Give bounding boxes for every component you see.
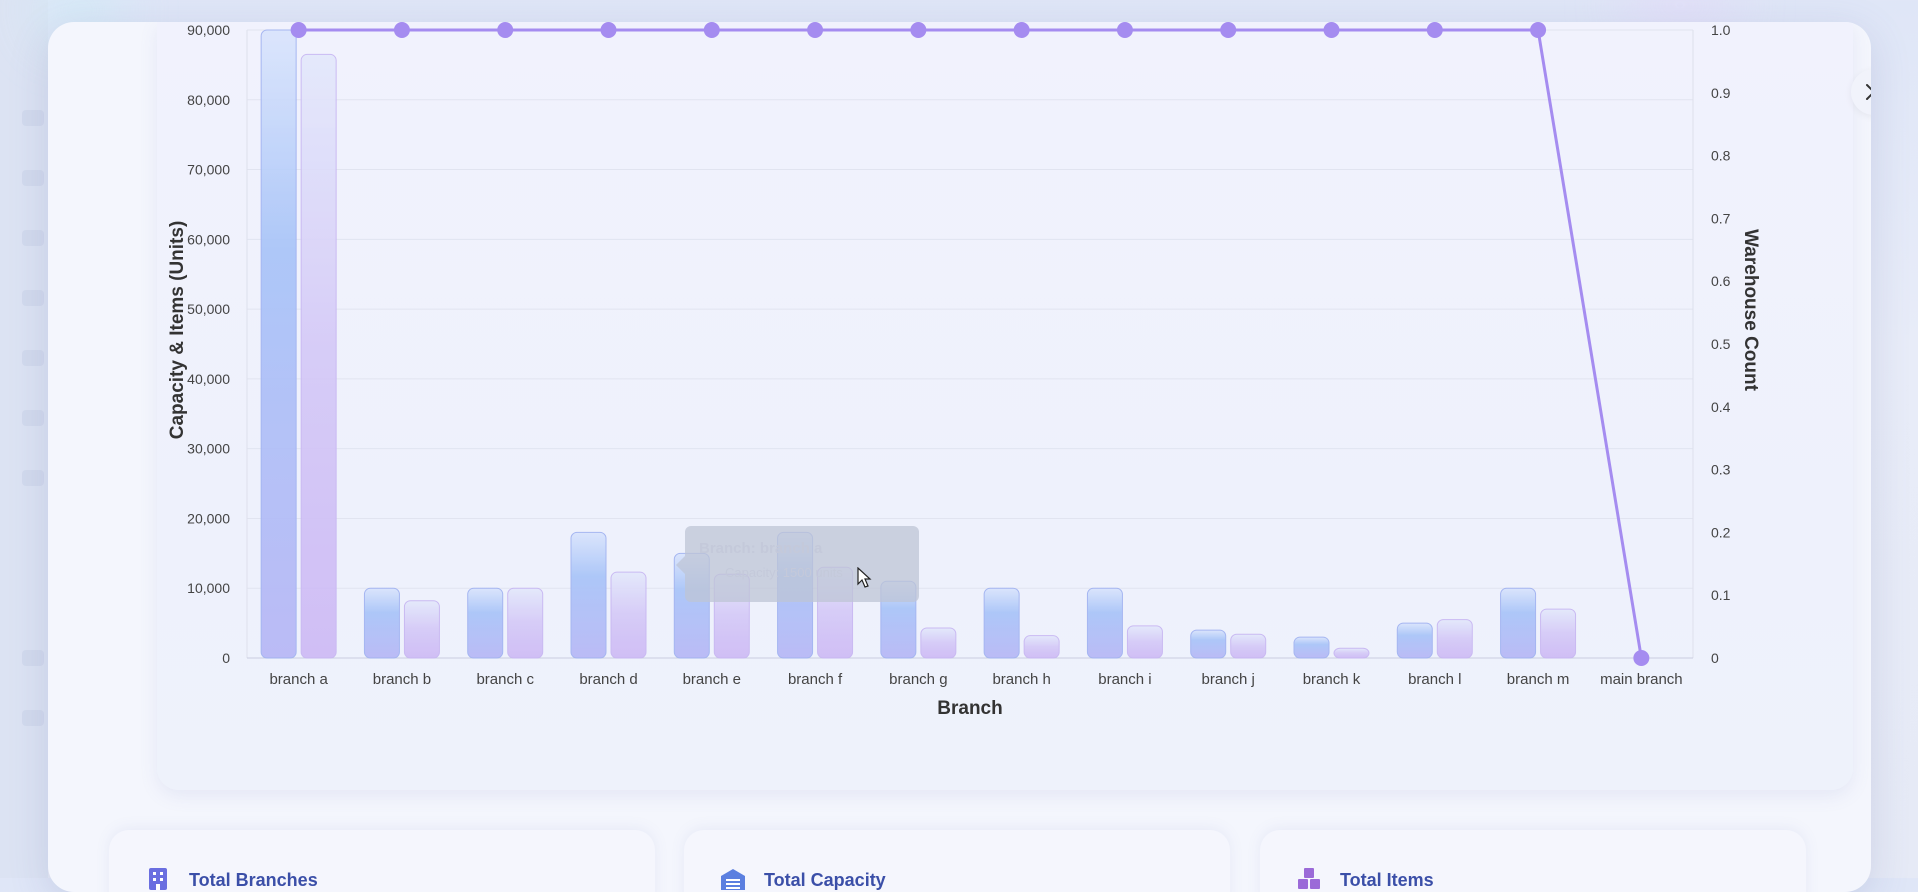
x-axis-title: Branch: [937, 698, 1002, 719]
bar-items: [507, 587, 544, 659]
warehouse-count-point: [1220, 22, 1237, 38]
warehouse-count-point: [1013, 22, 1030, 38]
chart-card: 0 10,000 20,000 30,000 40,000 50,000 60,000 70,…: [157, 22, 1853, 790]
warehouse-count-point: [1116, 22, 1133, 38]
y2-tick-label: 0.6: [1711, 273, 1731, 289]
bar-capacity: [1086, 587, 1123, 659]
warehouse-icon: [721, 869, 745, 890]
tooltip-arrow: [676, 556, 685, 574]
y2-axis-title: Warehouse Count: [1740, 229, 1761, 392]
y2-tick-label: 0.4: [1711, 399, 1731, 415]
bar-items: [1023, 635, 1060, 659]
y2-tick-label: 0.7: [1711, 210, 1731, 226]
bar-capacity: [1293, 636, 1330, 659]
bar-items: [300, 53, 337, 659]
bar-items: [1436, 619, 1473, 659]
x-tick-label: branch m: [1507, 671, 1570, 688]
y2-tick-label: 0.9: [1711, 85, 1731, 101]
x-tick-label: branch a: [269, 671, 328, 688]
y-tick-label: 40,000: [187, 371, 230, 387]
y-tick-label: 30,000: [187, 441, 230, 457]
close-icon: [1866, 84, 1871, 100]
bar-items: [1333, 647, 1370, 659]
x-tick-label: branch g: [889, 671, 947, 688]
bar-capacity: [1500, 587, 1537, 659]
x-tick-label: branch k: [1303, 671, 1361, 688]
warehouse-count-point: [910, 22, 927, 38]
x-tick-label: branch j: [1202, 671, 1255, 688]
bar-capacity: [570, 531, 607, 659]
y-tick-label: 70,000: [187, 162, 230, 178]
warehouse-count-point: [1323, 22, 1340, 38]
branch-chart-dialog: 0 10,000 20,000 30,000 40,000 50,000 60,000 70,…: [48, 22, 1871, 892]
y2-tick-label: 0.8: [1711, 148, 1731, 164]
warehouse-count-point: [807, 22, 824, 38]
stat-label-total-items: Total Items: [1340, 870, 1434, 890]
background-sidebar: [0, 0, 48, 878]
y2-tick-label: 0.2: [1711, 524, 1731, 540]
bar-items: [1230, 633, 1267, 659]
x-tick-label: main branch: [1600, 671, 1683, 688]
bar-capacity: [1190, 629, 1227, 659]
y-tick-label: 10,000: [187, 580, 230, 596]
y2-tick-label: 0.1: [1711, 587, 1731, 603]
mouse-cursor-icon: [857, 567, 872, 588]
warehouse-count-point: [1633, 650, 1650, 666]
x-tick-label: branch b: [373, 671, 431, 688]
x-tick-label: branch c: [476, 671, 534, 688]
bar-items: [920, 627, 957, 659]
x-tick-label: branch h: [992, 671, 1050, 688]
bar-capacity: [467, 587, 504, 659]
y-tick-label: 20,000: [187, 510, 230, 526]
bar-capacity: [260, 29, 297, 659]
stat-label-total-branches: Total Branches: [189, 870, 318, 890]
x-tick-label: branch f: [788, 671, 843, 688]
close-button[interactable]: [1851, 69, 1871, 115]
tooltip-line: Capacity: 1500 units: [725, 565, 843, 580]
warehouse-count-point: [393, 22, 410, 38]
y2-tick-label: 0: [1711, 650, 1719, 666]
warehouse-count-line: [298, 28, 1643, 659]
branch-capacity-chart: 0 10,000 20,000 30,000 40,000 50,000 60,000 70,…: [167, 22, 1761, 719]
warehouse-count-point: [497, 22, 514, 38]
stat-card-total-capacity: Total Capacity: [684, 830, 1230, 892]
chart-tooltip: Branch: branch a Capacity: 1500 units: [685, 526, 919, 602]
y2-tick-label: 0.3: [1711, 462, 1731, 478]
tooltip-title: Branch: branch a: [699, 540, 823, 557]
stat-card-total-branches: Total Branches: [109, 830, 655, 892]
y-tick-label: 90,000: [187, 22, 230, 38]
stat-label-total-capacity: Total Capacity: [764, 870, 886, 890]
warehouse-count-point: [290, 22, 307, 38]
building-icon: [149, 868, 167, 890]
x-tick-label: branch i: [1098, 671, 1151, 688]
warehouse-count-point: [703, 22, 720, 38]
y2-tick-label: 1.0: [1711, 22, 1731, 38]
bar-capacity: [1396, 622, 1433, 659]
bar-items: [610, 571, 647, 659]
x-tick-label: branch l: [1408, 671, 1461, 688]
x-tick-label: branch e: [683, 671, 741, 688]
x-tick-label: branch d: [579, 671, 637, 688]
cubes-icon: [1298, 868, 1320, 889]
bar-capacity: [363, 587, 400, 659]
bar-items: [1540, 608, 1577, 659]
bar-capacity: [983, 587, 1020, 659]
bar-items: [403, 600, 440, 659]
warehouse-count-point: [600, 22, 617, 38]
bar-items: [1126, 625, 1163, 659]
y-tick-label: 0: [222, 650, 230, 666]
y2-tick-label: 0.5: [1711, 336, 1731, 352]
warehouse-count-point: [1426, 22, 1443, 38]
warehouse-count-point: [1530, 22, 1547, 38]
y-axis-title: Capacity & Items (Units): [167, 221, 188, 440]
stat-card-total-items: Total Items: [1260, 830, 1806, 892]
y-tick-label: 50,000: [187, 301, 230, 317]
y-tick-label: 60,000: [187, 231, 230, 247]
y-tick-label: 80,000: [187, 92, 230, 108]
